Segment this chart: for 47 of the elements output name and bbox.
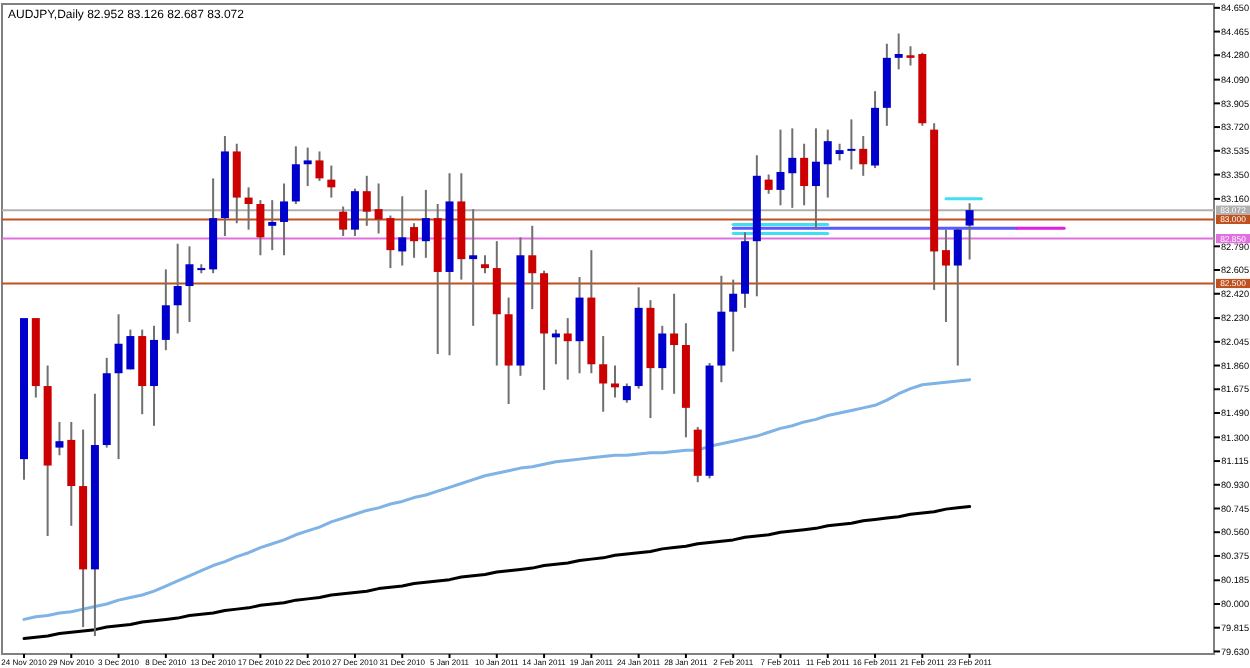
- candlestick: [339, 205, 348, 238]
- candlestick: [161, 268, 170, 352]
- line-series: [22, 505, 972, 641]
- candlestick: [611, 364, 619, 399]
- candlestick: [67, 420, 76, 527]
- candlestick: [965, 202, 974, 261]
- candlestick: [953, 227, 962, 367]
- candlestick: [398, 195, 407, 267]
- candlestick: [788, 127, 797, 209]
- candlestick: [492, 240, 501, 367]
- candlestick: [421, 188, 430, 259]
- candlestick: [764, 173, 773, 195]
- candlestick: [362, 174, 371, 227]
- candlestick: [55, 420, 64, 457]
- candlestick: [232, 142, 241, 225]
- candlestick: [800, 142, 809, 207]
- candlestick: [729, 278, 738, 353]
- candlestick: [894, 32, 903, 71]
- candlestick: [776, 128, 785, 207]
- candlestick: [150, 324, 159, 427]
- candlestick: [811, 127, 820, 231]
- candlestick: [410, 222, 419, 259]
- candlestick: [256, 199, 265, 257]
- candlestick: [528, 224, 537, 311]
- line-series: [22, 378, 972, 621]
- candlestick: [173, 242, 182, 335]
- candlestick: [315, 150, 324, 182]
- candlestick: [670, 292, 679, 395]
- candlestick: [599, 335, 608, 413]
- candlestick: [350, 187, 359, 238]
- candlestick: [268, 199, 277, 252]
- candlestick: [327, 164, 336, 199]
- candlestick: [563, 317, 572, 381]
- candlestick: [291, 145, 300, 205]
- candlestick: [280, 182, 289, 257]
- candlestick: [244, 186, 253, 231]
- candlestick: [575, 276, 584, 375]
- candlestick: [185, 245, 194, 323]
- candlestick: [693, 426, 702, 484]
- candlestick: [622, 382, 631, 404]
- candlestick: [303, 146, 312, 188]
- candlestick: [658, 324, 667, 391]
- candlestick: [551, 328, 560, 366]
- candlestick: [823, 128, 832, 199]
- candlestick: [941, 228, 950, 323]
- candlestick: [859, 135, 868, 177]
- candlestick: [469, 208, 478, 327]
